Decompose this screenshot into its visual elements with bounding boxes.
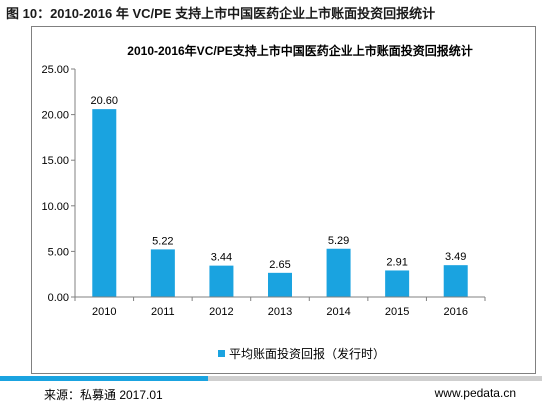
chart-title: 2010-2016年VC/PE支持上市中国医药企业上市账面投资回报统计: [127, 43, 472, 58]
legend: 平均账面投资回报（发行时）: [218, 346, 385, 361]
bars: [92, 109, 468, 298]
bar-2016: [443, 265, 468, 297]
bar-2014: [326, 248, 351, 297]
y-axis-ticks: 0.00 5.00 10.00 15.00 20.00 25.00: [41, 64, 75, 304]
data-labels: 20.60 5.22 3.44 2.65 5.29 2.91 3.49: [91, 95, 467, 271]
x-tick-label-2016: 2016: [443, 306, 467, 318]
bar-2015: [385, 270, 410, 297]
legend-label: 平均账面投资回报（发行时）: [229, 346, 385, 361]
data-label-2012: 3.44: [211, 252, 232, 264]
data-label-2011: 5.22: [152, 235, 173, 247]
bar-2010: [92, 109, 117, 298]
x-tick-label-2015: 2015: [385, 306, 409, 318]
x-tick-label-2011: 2011: [151, 306, 175, 318]
data-label-2010: 20.60: [91, 95, 119, 107]
x-tick-label-2012: 2012: [209, 306, 233, 318]
bar-2013: [268, 272, 292, 297]
y-tick-label: 15.00: [41, 155, 69, 167]
y-tick-label: 0.00: [48, 292, 69, 304]
footer-divider: [0, 376, 542, 381]
y-tick-label: 20.00: [41, 110, 69, 122]
x-tick-label-2010: 2010: [92, 306, 116, 318]
x-tick-label-2014: 2014: [326, 306, 350, 318]
data-label-2013: 2.65: [269, 259, 290, 271]
x-tick-label-2013: 2013: [268, 306, 292, 318]
y-tick-label: 25.00: [41, 64, 69, 76]
x-axis-ticks: 2010 2011 2012 2013 2014 2015 2016: [74, 297, 486, 318]
bar-2012: [209, 265, 234, 297]
legend-swatch: [218, 350, 225, 357]
y-tick-label: 5.00: [48, 246, 69, 258]
data-label-2015: 2.91: [386, 256, 407, 268]
website-link[interactable]: www.pedata.cn: [434, 386, 516, 400]
data-label-2016: 3.49: [445, 251, 466, 263]
data-label-2014: 5.29: [328, 235, 349, 247]
source-text: 来源：私募通 2017.01: [44, 388, 163, 402]
bar-2011: [150, 249, 175, 297]
figure-title: 图 10：2010-2016 年 VC/PE 支持上市中国医药企业上市账面投资回…: [6, 6, 436, 21]
y-tick-label: 10.00: [41, 201, 69, 213]
